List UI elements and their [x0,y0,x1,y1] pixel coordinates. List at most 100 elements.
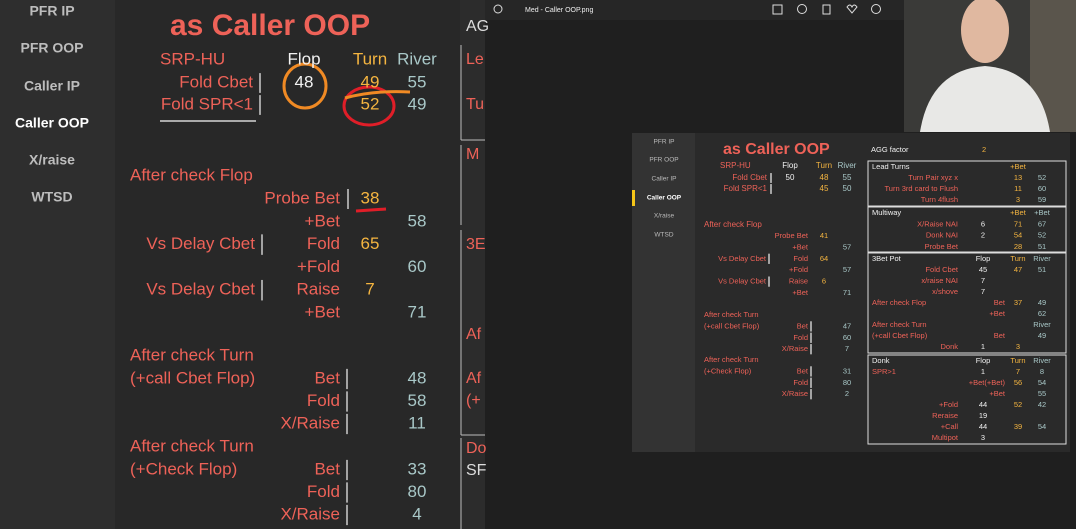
nav-item[interactable]: PFR IP [654,139,675,146]
cell-value: 1 [981,367,985,376]
cell-label: +Bet [1010,162,1027,171]
cell-value: 45 [979,265,987,274]
favorite-icon[interactable] [846,4,858,14]
clipped-text: Af [466,326,482,343]
cell-label: X/Raise NAI [917,219,958,228]
cell-label: Fold SPR<1 [161,94,253,113]
cell-label: X/Raise [782,344,808,353]
cell-label: Bet [797,321,809,330]
cell-value: 3 [1016,195,1020,204]
section-title: SRP-HU [720,161,751,170]
cell-label: +Bet [1010,208,1027,217]
rotate-icon[interactable] [797,4,807,14]
cell-value: 47 [1014,265,1022,274]
section-title: After check Turn [130,436,254,455]
cell-label: Flop [976,356,991,365]
cell-value: 44 [979,422,987,431]
cell-label: +Fold [789,265,808,274]
cell-value: 62 [1038,309,1046,318]
cell-value: 44 [979,400,987,409]
cell-value: 58 [408,391,427,410]
cell-label: +Bet [792,242,809,251]
annotation-circle [282,62,328,110]
cell-label: Fold [307,234,340,253]
cell-label: Probe Bet [264,188,340,207]
cell-label: +Bet [989,389,1006,398]
nav-item[interactable]: Caller IP [24,78,80,94]
annotation-circle [342,85,396,127]
nav-item[interactable]: WTSD [654,232,673,239]
cell-value: 48 [408,368,427,387]
clipped-text: Tu [466,96,484,113]
cell-value: 57 [843,265,851,274]
cell-value: 80 [408,482,427,501]
delete-icon[interactable] [822,4,831,15]
cell-label: Raise [789,277,808,286]
cell-label: Fold Cbet [732,173,767,182]
nav-item[interactable]: PFR IP [29,3,74,19]
cell-label: Donk [872,356,890,365]
cell-label: Fold [307,482,340,501]
nav-item[interactable]: WTSD [31,189,72,205]
section-title: (+call Cbet Flop) [130,368,255,387]
nav-item[interactable]: PFR OOP [649,157,678,164]
cell-label: Fold [793,333,808,342]
cell-label: +Bet [1034,208,1051,217]
cell-value: 7 [981,276,985,285]
cell-label: Donk NAI [926,231,958,240]
cell-label: Vs Delay Cbet [718,277,767,286]
cell-value: 7 [981,287,985,296]
clipped-text: Af [466,370,482,387]
cell-value: 2 [981,231,985,240]
cell-value: 64 [820,254,828,263]
nav-item[interactable]: X/raise [654,213,675,220]
cell-value: 33 [408,459,427,478]
cell-value: 60 [1038,184,1046,193]
cell-value: 60 [408,257,427,276]
cell-value: 3 [981,433,985,442]
cell-value: 51 [1038,265,1046,274]
cell-label: +Bet [792,288,809,297]
nav-item[interactable]: X/raise [29,152,75,168]
cell-value: 1 [981,342,985,351]
cell-label: River [1033,320,1051,329]
cell-label: Turn Pair xyz x [908,173,958,182]
cell-value: 49 [408,94,427,113]
cell-value: 38 [361,188,380,207]
cell-value: 7 [1016,367,1020,376]
cell-label: Turn 3rd card to Flush [884,184,958,193]
cell-label: Fold [307,391,340,410]
cell-label: Bet [797,366,809,375]
nav-item[interactable]: PFR OOP [20,40,83,56]
cell-value: 56 [1014,378,1022,387]
cell-value: 52 [1014,400,1022,409]
clipped-text: M [466,146,479,163]
cell-label: Raise [297,280,340,299]
nav-item[interactable]: Caller IP [652,176,677,183]
section-title: (+Check Flop) [704,366,752,375]
cell-label: Turn [1010,356,1025,365]
cell-value: 45 [820,184,829,193]
clipped-text: SF [466,462,487,479]
cell-value: 80 [843,378,851,387]
cell-label: Vs Delay Cbet [146,280,255,299]
nav-item[interactable]: Caller OOP [15,115,89,131]
nav-item[interactable]: Caller OOP [647,195,682,202]
cell-value: 71 [408,302,427,321]
section-title: SRP-HU [160,49,225,68]
cell-label: Flop [976,254,991,263]
cell-value: 31 [843,366,851,375]
cell-value: 37 [1014,298,1022,307]
info-icon[interactable] [871,4,881,14]
cell-label: 3Bet Pot [872,254,902,263]
cell-label: Fold Cbet [925,265,958,274]
cell-label: Probe Bet [775,231,809,240]
thumbnail [632,133,1070,452]
edit-icon[interactable] [772,4,783,15]
cell-value: 52 [1038,173,1046,182]
cell-value: 48 [295,72,314,91]
cell-label: +Bet [989,309,1006,318]
cell-value: 54 [1038,422,1046,431]
cell-label: X/Raise [280,504,340,523]
